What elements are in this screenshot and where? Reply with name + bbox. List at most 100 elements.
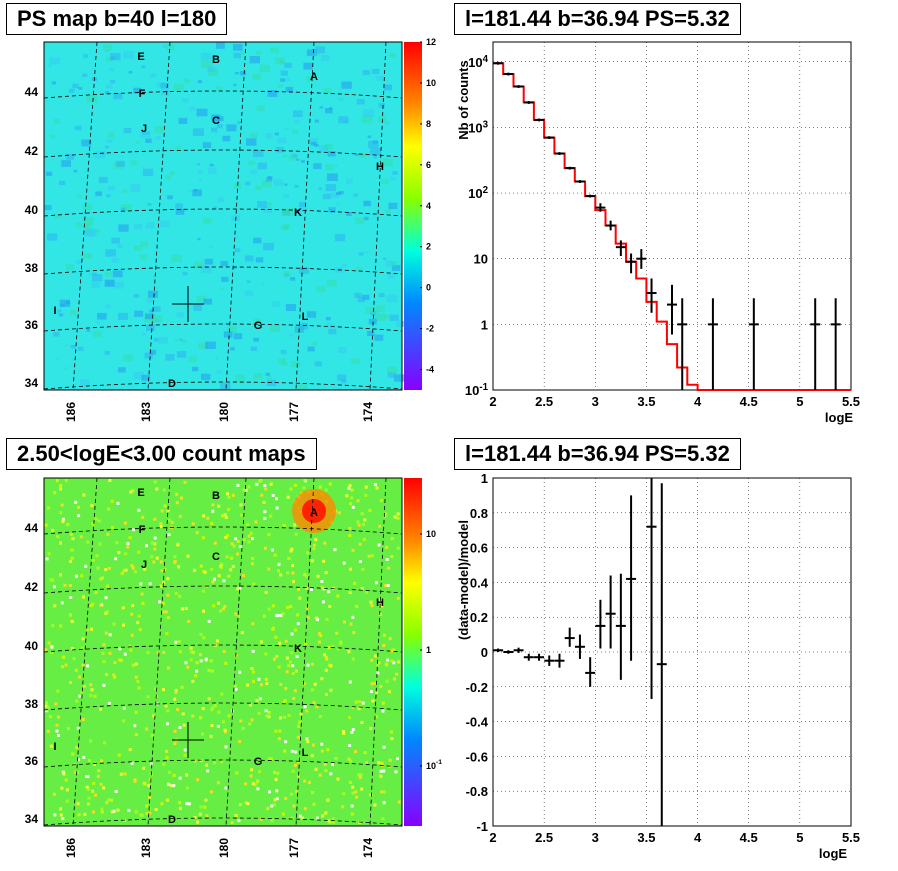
map-pixel bbox=[233, 183, 242, 189]
map-pixel bbox=[375, 715, 378, 719]
map-pixel bbox=[267, 567, 271, 571]
map-pixel bbox=[362, 70, 370, 76]
map-pixel bbox=[240, 631, 244, 635]
map-pixel bbox=[318, 632, 321, 636]
map-pixel bbox=[53, 813, 57, 817]
map-pixel bbox=[121, 606, 125, 610]
map-pixel bbox=[148, 778, 152, 781]
map-pixel bbox=[362, 294, 370, 300]
map-pixel bbox=[167, 195, 173, 200]
map-pixel bbox=[94, 151, 105, 159]
map-pixel bbox=[347, 486, 351, 490]
x-tick-label: 4.5 bbox=[740, 830, 758, 845]
source-label-g: G bbox=[254, 320, 263, 332]
map-pixel bbox=[385, 260, 395, 267]
map-pixel bbox=[253, 337, 259, 342]
map-pixel bbox=[94, 793, 97, 797]
map-pixel bbox=[159, 560, 163, 564]
map-pixel bbox=[204, 798, 208, 802]
map-pixel bbox=[320, 585, 324, 589]
map-pixel bbox=[180, 496, 183, 500]
map-pixel bbox=[356, 267, 363, 272]
map-pixel bbox=[298, 814, 302, 818]
map-pixel bbox=[233, 52, 241, 59]
map-pixel bbox=[164, 610, 168, 614]
map-pixel bbox=[213, 577, 216, 581]
map-pixel bbox=[134, 733, 138, 737]
map-pixel bbox=[289, 155, 297, 161]
map-pixel bbox=[360, 721, 364, 724]
map-pixel bbox=[105, 584, 109, 588]
map-pixel bbox=[279, 716, 282, 720]
map-pixel bbox=[226, 124, 237, 132]
map-pixel bbox=[77, 505, 80, 509]
map-pixel bbox=[179, 338, 183, 341]
map-pixel bbox=[89, 604, 93, 608]
map-pixel bbox=[293, 763, 297, 767]
map-pixel bbox=[264, 677, 268, 681]
map-pixel bbox=[123, 652, 127, 656]
map-pixel bbox=[199, 564, 203, 568]
x-tick-label: 5.5 bbox=[842, 830, 860, 845]
map-pixel bbox=[299, 712, 303, 716]
source-label-i: I bbox=[53, 305, 56, 317]
latitude-line bbox=[43, 644, 403, 653]
map-pixel bbox=[303, 478, 307, 482]
map-pixel bbox=[153, 547, 157, 551]
map-pixel bbox=[396, 512, 400, 516]
map-pixel bbox=[85, 224, 92, 229]
map-pixel bbox=[341, 81, 352, 89]
map-pixel bbox=[56, 357, 60, 360]
map-pixel bbox=[172, 773, 176, 777]
source-label-k: K bbox=[294, 643, 302, 655]
map-pixel bbox=[357, 297, 366, 303]
map-pixel bbox=[387, 366, 398, 374]
map-pixel bbox=[235, 72, 239, 75]
map-pixel bbox=[387, 372, 396, 378]
map-pixel bbox=[369, 793, 373, 797]
map-pixel bbox=[227, 326, 237, 333]
map-pixel bbox=[148, 806, 152, 810]
x-tick-label: 177 bbox=[287, 838, 301, 858]
y-tick-label: 44 bbox=[25, 85, 39, 99]
map-pixel bbox=[327, 173, 338, 181]
map-pixel bbox=[160, 82, 169, 89]
map-pixel bbox=[267, 757, 271, 761]
map-pixel bbox=[69, 532, 73, 536]
map-pixel bbox=[376, 75, 384, 81]
spectrum-content: 2 2.5 3 3.5 4 4.5 5 5.5 10-1 1 10 102 103 104 logE Nb o… bbox=[456, 42, 860, 425]
map-pixel bbox=[86, 775, 90, 778]
map-pixel bbox=[256, 105, 265, 112]
map-pixel bbox=[181, 339, 187, 344]
y-tick-label: 34 bbox=[25, 376, 39, 390]
map-pixel bbox=[289, 549, 293, 553]
map-pixel bbox=[223, 513, 227, 517]
map-pixel bbox=[182, 723, 186, 727]
map-pixel bbox=[111, 237, 120, 244]
map-pixel bbox=[353, 193, 358, 197]
map-pixel bbox=[134, 223, 143, 230]
map-pixel bbox=[220, 760, 224, 764]
map-pixel bbox=[390, 555, 394, 558]
map-pixel bbox=[120, 571, 124, 575]
map-pixel bbox=[239, 503, 243, 507]
map-pixel bbox=[176, 708, 180, 712]
map-pixel bbox=[189, 658, 193, 662]
map-pixel bbox=[176, 543, 180, 547]
map-pixel bbox=[251, 782, 255, 786]
x-tick-label: 183 bbox=[139, 402, 153, 422]
map-pixel bbox=[212, 119, 218, 123]
map-pixel bbox=[209, 659, 213, 663]
map-pixel bbox=[126, 542, 130, 546]
map-pixel bbox=[105, 56, 113, 62]
map-pixel bbox=[282, 208, 293, 216]
map-pixel bbox=[114, 557, 118, 561]
map-pixel bbox=[124, 568, 128, 572]
map-pixel bbox=[392, 648, 396, 652]
map-pixel bbox=[60, 601, 64, 605]
map-pixel bbox=[275, 497, 278, 501]
map-pixel bbox=[264, 546, 267, 550]
map-pixel bbox=[98, 176, 108, 184]
map-pixel bbox=[254, 520, 258, 524]
map-pixel bbox=[312, 547, 316, 551]
